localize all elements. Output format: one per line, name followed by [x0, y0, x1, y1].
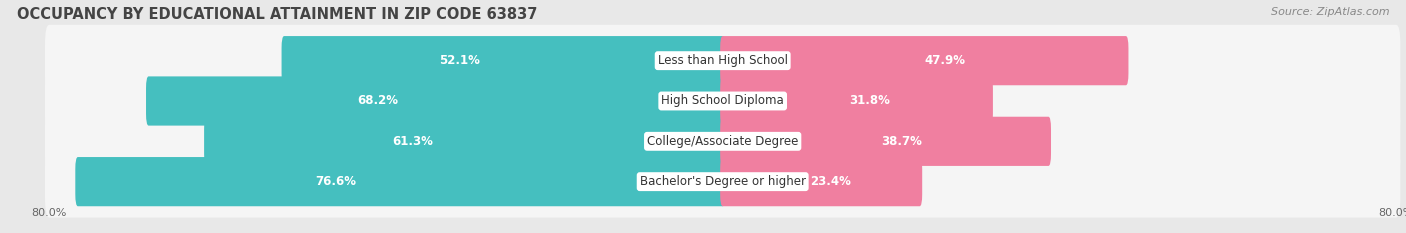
Text: College/Associate Degree: College/Associate Degree: [647, 135, 799, 148]
FancyBboxPatch shape: [45, 105, 1400, 177]
Text: 52.1%: 52.1%: [439, 54, 479, 67]
Text: 47.9%: 47.9%: [924, 54, 965, 67]
Text: Less than High School: Less than High School: [658, 54, 787, 67]
FancyBboxPatch shape: [720, 117, 1052, 166]
FancyBboxPatch shape: [45, 65, 1400, 137]
Text: 76.6%: 76.6%: [315, 175, 356, 188]
FancyBboxPatch shape: [45, 146, 1400, 218]
FancyBboxPatch shape: [45, 25, 1400, 96]
Text: High School Diploma: High School Diploma: [661, 95, 785, 107]
Text: 23.4%: 23.4%: [811, 175, 852, 188]
Text: 38.7%: 38.7%: [882, 135, 922, 148]
FancyBboxPatch shape: [720, 157, 922, 206]
Text: 61.3%: 61.3%: [392, 135, 433, 148]
Text: OCCUPANCY BY EDUCATIONAL ATTAINMENT IN ZIP CODE 63837: OCCUPANCY BY EDUCATIONAL ATTAINMENT IN Z…: [17, 7, 537, 22]
FancyBboxPatch shape: [204, 117, 725, 166]
FancyBboxPatch shape: [76, 157, 725, 206]
FancyBboxPatch shape: [146, 76, 725, 126]
Text: Source: ZipAtlas.com: Source: ZipAtlas.com: [1271, 7, 1389, 17]
FancyBboxPatch shape: [281, 36, 725, 85]
Text: Bachelor's Degree or higher: Bachelor's Degree or higher: [640, 175, 806, 188]
Text: 31.8%: 31.8%: [849, 95, 890, 107]
Text: 68.2%: 68.2%: [357, 95, 399, 107]
FancyBboxPatch shape: [720, 76, 993, 126]
FancyBboxPatch shape: [720, 36, 1129, 85]
